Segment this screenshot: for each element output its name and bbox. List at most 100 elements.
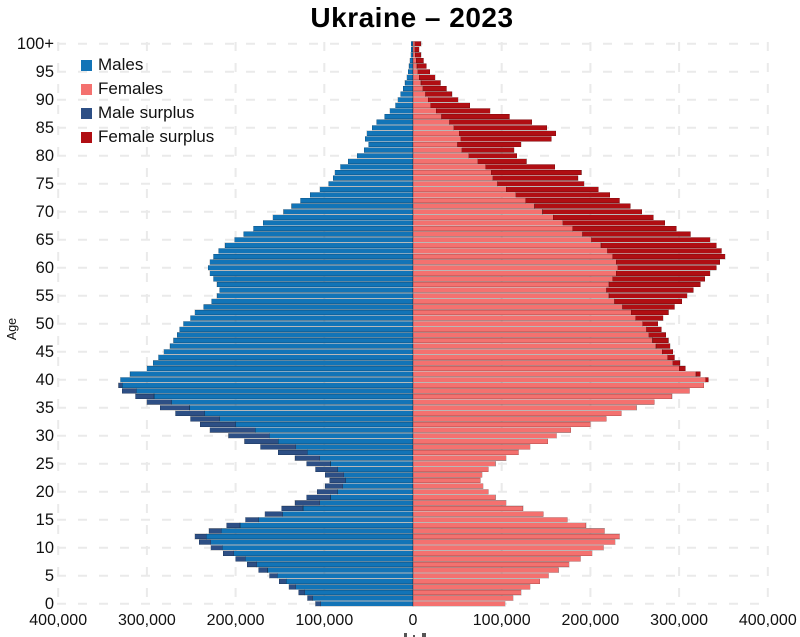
female-surplus-bar-age-86: [449, 119, 533, 125]
female-surplus-bar-age-51: [635, 315, 664, 321]
male-bar-age-32: [235, 421, 414, 428]
male-bar-age-35: [189, 404, 414, 411]
female-bar-age-12: [412, 533, 620, 540]
male-bar-age-66: [243, 231, 414, 237]
male-bar-age-52: [194, 309, 414, 316]
male-bar-age-74: [319, 186, 414, 193]
y-tick-label-75: 75: [35, 174, 54, 193]
female-bar-age-35: [412, 404, 637, 411]
male-surplus-bar-age-17: [281, 505, 304, 512]
y-tick-label-70: 70: [35, 202, 54, 221]
female-surplus-bar-age-63: [606, 248, 722, 254]
female-bar-age-69: [412, 214, 554, 221]
male-bar-age-2: [304, 589, 414, 596]
male-bar-age-63: [218, 248, 414, 254]
male-bar-age-57: [216, 281, 414, 288]
male-bar-age-33: [219, 416, 414, 422]
female-surplus-bar-age-72: [525, 197, 620, 204]
male-bar-age-31: [254, 427, 414, 433]
male-bar-age-91: [400, 91, 414, 97]
female-bar-age-72: [412, 197, 526, 204]
female-bar-age-21: [412, 483, 484, 489]
female-surplus-bar-age-61: [615, 259, 721, 265]
female-bar-age-52: [412, 309, 632, 316]
male-bar-age-60: [207, 264, 414, 271]
male-surplus-bar-age-29: [244, 438, 279, 445]
legend: Males Females Male surplus Female surplus: [81, 53, 214, 149]
female-surplus-bar-age-84: [458, 130, 557, 137]
male-bar-age-70: [283, 208, 414, 215]
female-surplus-bar-age-71: [534, 203, 631, 209]
male-bar-age-83: [364, 136, 414, 142]
female-bar-age-58: [412, 276, 613, 282]
female-surplus-bar-age-80: [468, 152, 518, 159]
male-bar-age-7: [256, 561, 414, 568]
y-tick-label-45: 45: [35, 342, 54, 361]
legend-item: Female surplus: [81, 125, 214, 149]
female-bar-age-85: [412, 124, 455, 131]
female-bar-age-96: [412, 63, 418, 69]
male-bar-age-49: [179, 326, 414, 333]
male-bar-age-96: [408, 63, 414, 69]
male-bar-age-76: [332, 175, 414, 181]
female-bar-age-80: [412, 152, 470, 159]
female-bar-age-82: [412, 141, 458, 148]
female-bar-age-18: [412, 500, 507, 506]
male-bar-age-14: [239, 522, 414, 529]
female-bar-age-66: [412, 231, 583, 237]
legend-swatch-icon: [81, 107, 92, 119]
y-tick-label-95: 95: [35, 62, 54, 81]
y-tick-label-80: 80: [35, 146, 54, 165]
male-bar-age-37: [153, 393, 414, 400]
female-bar-age-95: [412, 68, 419, 75]
male-bar-age-6: [267, 567, 414, 573]
female-bar-age-51: [412, 315, 636, 321]
male-bar-age-30: [269, 432, 414, 439]
female-bar-age-22: [412, 477, 481, 484]
legend-swatch-icon: [81, 131, 92, 143]
female-bar-age-29: [412, 438, 549, 445]
female-bar-age-16: [412, 511, 544, 517]
female-bar-age-15: [412, 516, 568, 523]
female-surplus-bar-age-90: [427, 96, 459, 103]
male-bar-age-82: [368, 141, 414, 148]
male-bar-age-68: [262, 220, 414, 226]
female-surplus-bar-age-93: [420, 80, 441, 86]
y-tick-label-65: 65: [35, 230, 54, 249]
female-surplus-bar-age-59: [615, 270, 711, 277]
male-surplus-bar-age-33: [190, 416, 220, 422]
female-surplus-bar-age-56: [606, 287, 694, 293]
female-surplus-bar-age-58: [612, 276, 706, 282]
male-surplus-bar-age-13: [208, 528, 222, 534]
female-surplus-bar-age-60: [617, 264, 717, 271]
female-bar-age-43: [412, 360, 674, 366]
female-bar-age-79: [412, 158, 479, 165]
cropped-axis-label-artifact: [404, 633, 407, 637]
female-bar-age-23: [412, 472, 483, 478]
female-surplus-bar-age-45: [661, 348, 674, 355]
male-bar-age-38: [135, 388, 414, 394]
male-bar-age-90: [397, 96, 414, 103]
female-bar-age-20: [412, 488, 489, 495]
male-bar-age-48: [176, 332, 414, 338]
female-bar-age-31: [412, 427, 572, 433]
male-bar-age-75: [328, 180, 414, 187]
female-surplus-bar-age-100: [414, 40, 422, 47]
y-tick-label-60: 60: [35, 258, 54, 277]
male-bar-age-18: [319, 500, 414, 506]
male-bar-age-0: [320, 600, 414, 607]
female-bar-age-28: [412, 444, 531, 450]
female-surplus-bar-age-88: [435, 108, 491, 114]
female-bar-age-47: [412, 337, 653, 344]
female-surplus-bar-age-94: [418, 74, 436, 81]
female-surplus-bar-age-55: [608, 292, 688, 299]
female-bar-age-75: [412, 180, 498, 187]
male-bar-age-28: [295, 444, 414, 450]
female-bar-age-86: [412, 119, 450, 125]
male-bar-age-47: [173, 337, 414, 344]
male-surplus-bar-age-31: [209, 427, 256, 433]
male-surplus-bar-age-7: [246, 561, 258, 568]
male-surplus-bar-age-28: [260, 444, 297, 450]
male-bar-age-40: [119, 376, 414, 383]
